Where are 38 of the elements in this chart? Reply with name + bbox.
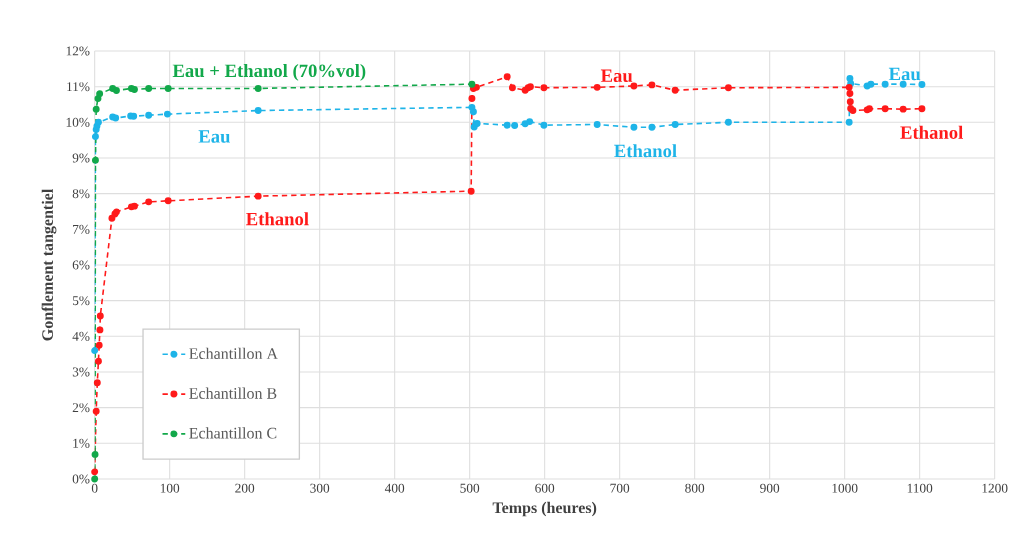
y-axis-title: Gonflement tangentiel bbox=[41, 189, 57, 341]
y-tick-label: 2% bbox=[72, 403, 90, 413]
x-tick-label: 1100 bbox=[907, 483, 933, 493]
legend-label: Echantillon A bbox=[189, 347, 278, 360]
annotation: Ethanol bbox=[614, 144, 677, 158]
x-tick-label: 0 bbox=[91, 483, 98, 493]
x-tick-label: 800 bbox=[685, 483, 705, 493]
x-tick-label: 600 bbox=[535, 483, 555, 493]
y-tick-label: 1% bbox=[73, 438, 90, 448]
annotation: Eau bbox=[198, 130, 230, 143]
annotation: Eau bbox=[888, 67, 921, 81]
annotation: Ethanol bbox=[246, 212, 309, 226]
annotation: Eau + Ethanol (70%vol) bbox=[172, 63, 366, 81]
x-tick-label: 900 bbox=[760, 483, 780, 493]
y-tick-label: 9% bbox=[72, 153, 90, 163]
x-tick-label: 500 bbox=[460, 483, 480, 493]
x-axis-title: Temps (heures) bbox=[492, 501, 597, 517]
x-tick-label: 700 bbox=[610, 483, 630, 493]
legend-label: Echantillon C bbox=[189, 427, 277, 439]
y-tick-label: 7% bbox=[73, 224, 90, 234]
y-tick-label: 4% bbox=[72, 331, 90, 341]
y-tick-label: 11% bbox=[67, 82, 90, 92]
x-tick-label: 100 bbox=[160, 483, 180, 493]
y-tick-label: 0% bbox=[72, 474, 90, 484]
annotation: Eau bbox=[600, 69, 633, 83]
legend-label: Echantillon B bbox=[189, 387, 277, 399]
x-tick-label: 200 bbox=[235, 483, 255, 493]
y-tick-label: 8% bbox=[72, 189, 90, 199]
y-tick-label: 6% bbox=[72, 260, 90, 270]
y-tick-label: 3% bbox=[72, 367, 90, 377]
annotation: Ethanol bbox=[900, 125, 963, 139]
y-tick-label: 10% bbox=[66, 117, 90, 127]
x-tick-label: 300 bbox=[310, 483, 330, 493]
y-tick-label: 5% bbox=[72, 296, 90, 306]
x-tick-label: 1200 bbox=[982, 483, 1008, 493]
x-tick-label: 1000 bbox=[832, 483, 858, 493]
y-tick-label: 12% bbox=[66, 46, 90, 56]
x-tick-label: 400 bbox=[384, 483, 405, 493]
